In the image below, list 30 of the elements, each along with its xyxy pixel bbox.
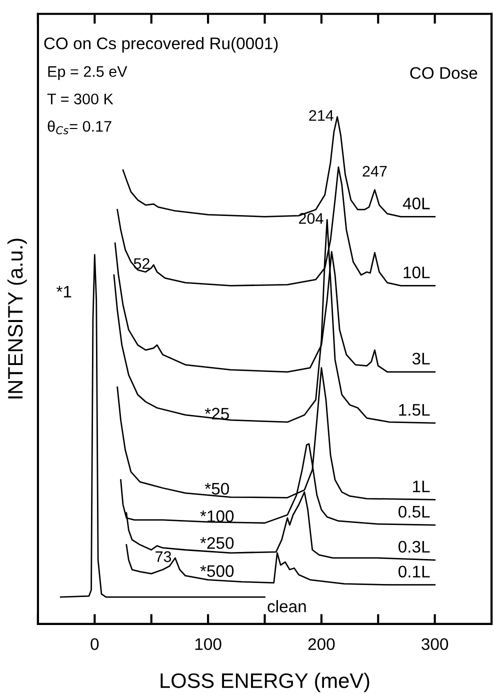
series-label: 0.1L: [398, 566, 430, 578]
x-tick-label: 100: [195, 638, 222, 650]
annotation: 204: [298, 213, 324, 224]
y-axis-title: INTENSITY (a.u.): [7, 238, 27, 398]
series-label: 3L: [412, 352, 430, 365]
annotation: θ$_{Cs}$= 0.17: [48, 120, 112, 134]
text: T = 300 K: [47, 94, 114, 104]
annotation: 52: [134, 258, 150, 269]
annotation: *500: [200, 565, 234, 577]
series-label: 1L: [413, 480, 430, 492]
series-label: 1.5L: [399, 404, 430, 416]
annotation: 214: [309, 110, 334, 121]
series-label: 40L: [402, 198, 430, 210]
series-label: 0.3L: [398, 540, 430, 553]
chart-title: CO on Cs precovered Ru(0001): [44, 37, 278, 53]
annotation: 247: [362, 166, 387, 177]
series-label: 10L: [404, 266, 430, 278]
annotation: 73: [156, 551, 172, 562]
annotation: *100: [200, 510, 234, 522]
series-label: clean: [268, 600, 306, 612]
annotation: *50: [204, 482, 229, 495]
annotation: *1: [56, 286, 72, 298]
x-tick-label: 200: [308, 638, 335, 650]
legend-title: CO Dose: [410, 67, 478, 79]
x-tick-label: 300: [422, 638, 448, 650]
x-axis-title: LOSS ENERGY (meV): [160, 672, 370, 692]
text: Ep = 2.5 eV: [48, 66, 128, 80]
series-label: 0.5L: [398, 506, 430, 518]
annotation: *250: [200, 537, 234, 549]
x-tick-label: 0: [90, 638, 99, 650]
